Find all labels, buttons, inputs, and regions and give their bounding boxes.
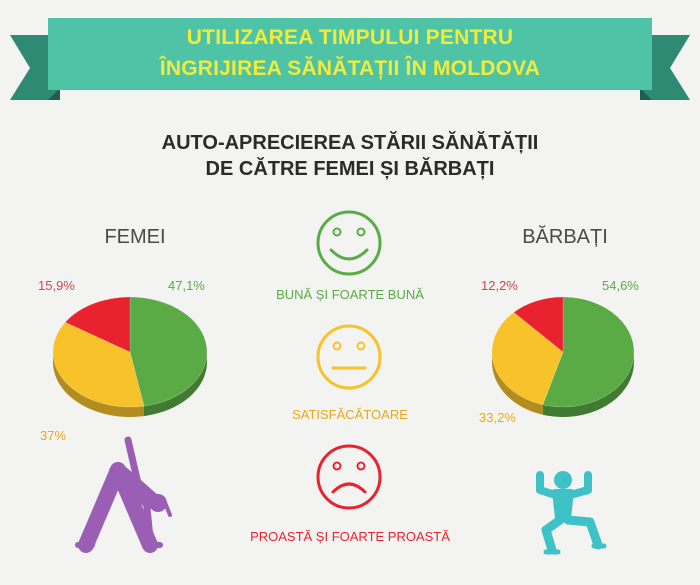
pie-title-femei: FEMEI: [104, 226, 166, 248]
smiley-sad-icon: [316, 444, 382, 510]
smiley-neutral-icon: [316, 324, 382, 390]
barbati-poor-value-label: 12,2%: [481, 278, 518, 293]
banner-body: [48, 18, 652, 90]
barbati-poor-slice: [513, 296, 564, 353]
subtitle-line2: DE CĂTRE FEMEI ȘI BĂRBAȚI: [205, 158, 495, 180]
banner-left-fold: [48, 88, 60, 100]
barbati-satisfactory-value-label: 33,2%: [479, 410, 516, 425]
smiley-happy-icon: [316, 210, 382, 276]
title-banner: [10, 18, 690, 100]
man-exercise-figure-icon: [536, 471, 607, 555]
banner-title-line2: ÎNGRIJIREA SĂNĂTAȚII ÎN MOLDOVA: [159, 57, 541, 80]
barbati-good-value-label: 54,6%: [602, 278, 639, 293]
femei-good-value-label: 47,1%: [168, 278, 205, 293]
pie-chart-femei: [52, 296, 208, 417]
banner-right-tail: [640, 35, 690, 100]
banner-title-line1: UTILIZAREA TIMPULUI PENTRU: [186, 26, 514, 49]
femei-good-slice: [129, 296, 208, 407]
banner-right-fold: [640, 88, 652, 100]
barbati-good-slice-side: [542, 352, 634, 417]
femei-satisfactory-slice: [52, 321, 145, 408]
legend-satisfactory-label: SATISFĂCĂTOARE: [292, 407, 408, 422]
barbati-satisfactory-slice-side: [492, 352, 543, 415]
legend-good-label: BUNĂ ȘI FOARTE BUNĂ: [276, 287, 424, 302]
woman-exercise-figure-icon: [75, 436, 172, 553]
femei-satisfactory-value-label: 37%: [40, 428, 67, 443]
pie-title-barbati: BĂRBAȚI: [522, 226, 608, 248]
subtitle-line1: AUTO-APRECIEREA STĂRII SĂNĂTĂȚII: [161, 132, 539, 154]
pie-chart-barbati: [491, 296, 635, 417]
femei-poor-slice: [64, 296, 131, 353]
femei-poor-value-label: 15,9%: [38, 278, 75, 293]
legend-poor-label: PROASTĂ ȘI FOARTE PROASTĂ: [250, 529, 450, 544]
femei-satisfactory-slice-side: [53, 352, 144, 417]
femei-good-slice-side: [143, 352, 207, 417]
banner-left-tail: [10, 35, 60, 100]
barbati-satisfactory-slice: [491, 312, 564, 406]
barbati-good-slice: [542, 296, 635, 408]
